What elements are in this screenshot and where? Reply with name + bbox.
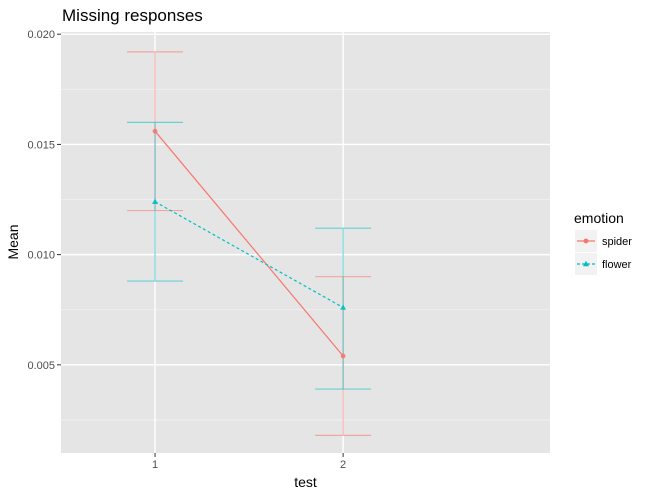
- axes: 0.005 0.010 0.015 0.020 1 2: [27, 29, 346, 471]
- y-tick-label: 0.005: [27, 360, 55, 372]
- x-tick-label: 1: [152, 459, 158, 471]
- y-tick-label: 0.010: [27, 250, 55, 262]
- plot-panel: [61, 32, 550, 453]
- point-spider: [340, 353, 346, 359]
- point-spider: [152, 128, 158, 134]
- legend: emotion spider flower: [574, 210, 632, 275]
- x-tick-label: 2: [340, 459, 346, 471]
- legend-item-spider: spider: [575, 230, 632, 252]
- series-line-flower: [154, 201, 344, 309]
- series-line-spider: [154, 130, 344, 357]
- y-axis-title: Mean: [5, 224, 21, 259]
- legend-key-circle: [583, 238, 589, 244]
- series-points: [151, 128, 347, 359]
- legend-label: flower: [602, 259, 632, 271]
- series-lines: [154, 130, 344, 357]
- x-axis-title: test: [294, 474, 317, 490]
- point-flower: [340, 304, 347, 310]
- point-flower: [151, 198, 159, 204]
- legend-key-triangle: [582, 260, 590, 267]
- legend-item-flower: flower: [575, 253, 632, 275]
- y-tick-label: 0.020: [27, 29, 55, 41]
- y-tick-label: 0.015: [27, 139, 55, 151]
- legend-label: spider: [602, 236, 632, 248]
- chart-title: Missing responses: [62, 6, 203, 25]
- legend-title: emotion: [574, 210, 624, 226]
